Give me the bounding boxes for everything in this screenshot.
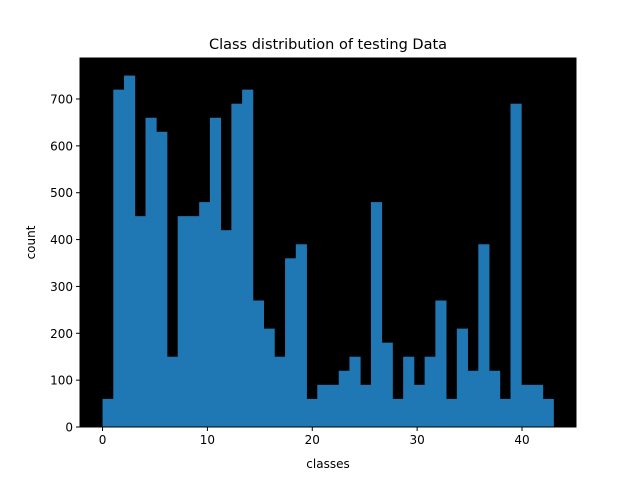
- histogram-bar: [542, 398, 554, 427]
- histogram-bar: [489, 370, 501, 427]
- histogram-bar: [328, 384, 340, 427]
- axes-frame: [79, 57, 577, 428]
- histogram-bar: [478, 244, 490, 427]
- histogram-bar: [252, 300, 264, 427]
- histogram-bar: [199, 202, 211, 427]
- histogram-bar: [274, 356, 286, 427]
- y-tick-label: 600: [50, 139, 73, 153]
- histogram-bar: [435, 300, 447, 427]
- histogram-bar: [413, 384, 426, 427]
- histogram-bar: [370, 202, 383, 427]
- bars-group: [102, 75, 554, 428]
- y-tick-label: 500: [50, 186, 73, 200]
- histogram-bar: [381, 342, 393, 427]
- y-tick-label: 300: [50, 280, 73, 294]
- histogram-bar: [102, 398, 114, 427]
- x-tick-label: 10: [200, 433, 215, 447]
- histogram-bar: [499, 398, 511, 427]
- x-tick-label: 0: [99, 433, 107, 447]
- histogram-bar: [446, 398, 458, 427]
- histogram-bar: [349, 356, 361, 427]
- y-axis-label: count: [24, 225, 38, 259]
- y-tick-label: 0: [65, 421, 73, 435]
- chart-title: Class distribution of testing Data: [209, 37, 447, 53]
- histogram-bar: [317, 384, 329, 427]
- x-tick-label: 20: [305, 433, 320, 447]
- x-tick-label: 30: [409, 433, 424, 447]
- histogram-bar: [134, 216, 146, 427]
- histogram-bar: [209, 117, 222, 428]
- histogram-bar: [392, 398, 404, 427]
- histogram-bar: [124, 75, 136, 427]
- y-tick-label: 700: [50, 93, 73, 107]
- y-tick-label: 100: [50, 374, 73, 388]
- x-tick-label: 40: [514, 433, 529, 447]
- x-axis-label: classes: [306, 457, 349, 471]
- histogram-bar: [242, 89, 254, 427]
- y-tick-label: 400: [50, 233, 73, 247]
- histogram-bar: [188, 216, 200, 427]
- y-tick-label: 200: [50, 327, 73, 341]
- histogram-bar: [403, 356, 415, 427]
- histogram-bar: [295, 244, 307, 427]
- histogram-bar: [285, 258, 297, 427]
- histogram-bar: [338, 370, 350, 427]
- histogram-bar: [145, 117, 157, 428]
- histogram-bar: [177, 216, 189, 427]
- histogram-bar: [510, 103, 522, 427]
- histogram-bar: [531, 384, 544, 427]
- histogram-bar: [156, 131, 168, 428]
- histogram-bar: [360, 384, 372, 427]
- histogram-bar: [306, 398, 318, 427]
- histogram-bar: [424, 356, 436, 427]
- histogram-bar: [521, 384, 533, 427]
- histogram-bar: [220, 230, 232, 427]
- histogram-bar: [263, 328, 275, 427]
- histogram-bar: [166, 356, 179, 427]
- histogram-bar: [456, 328, 468, 427]
- histogram-bar: [113, 89, 125, 427]
- histogram-bar: [467, 370, 479, 427]
- histogram-bar: [231, 103, 243, 427]
